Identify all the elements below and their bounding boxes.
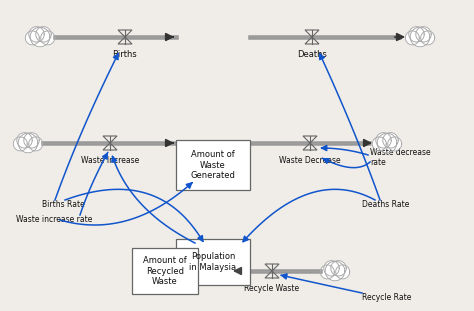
Polygon shape	[377, 133, 397, 153]
Polygon shape	[29, 137, 43, 151]
Polygon shape	[405, 31, 419, 45]
Polygon shape	[41, 31, 55, 45]
Polygon shape	[421, 31, 435, 45]
Text: Recycle Waste: Recycle Waste	[245, 284, 300, 293]
Polygon shape	[17, 132, 32, 148]
Text: Amount of
Waste
Generated: Amount of Waste Generated	[191, 150, 236, 180]
Polygon shape	[388, 137, 401, 151]
Polygon shape	[18, 133, 38, 153]
Polygon shape	[24, 132, 39, 148]
Polygon shape	[376, 132, 391, 148]
Text: Recycle Rate: Recycle Rate	[362, 293, 411, 302]
Polygon shape	[409, 27, 424, 42]
Text: Waste Decrease: Waste Decrease	[279, 156, 341, 165]
Polygon shape	[30, 27, 50, 47]
Polygon shape	[25, 31, 39, 45]
Text: Waste increase rate: Waste increase rate	[16, 215, 92, 224]
Text: Waste Increase: Waste Increase	[81, 156, 139, 165]
Text: Deaths Rate: Deaths Rate	[362, 200, 410, 209]
Text: Population
in Malaysia: Population in Malaysia	[190, 252, 237, 272]
Polygon shape	[324, 261, 339, 276]
Text: Waste decrease
rate: Waste decrease rate	[370, 148, 430, 167]
FancyBboxPatch shape	[176, 239, 250, 285]
Text: Births: Births	[113, 50, 137, 59]
Polygon shape	[320, 265, 334, 279]
Polygon shape	[416, 27, 431, 42]
Polygon shape	[372, 137, 386, 151]
Text: Amount of
Recycled
Waste: Amount of Recycled Waste	[143, 256, 187, 286]
Text: Births Rate: Births Rate	[42, 200, 85, 209]
FancyBboxPatch shape	[176, 140, 250, 190]
FancyBboxPatch shape	[132, 248, 198, 294]
Polygon shape	[410, 27, 430, 47]
Polygon shape	[13, 137, 27, 151]
Polygon shape	[325, 261, 345, 281]
Polygon shape	[29, 27, 44, 42]
Text: Deaths: Deaths	[297, 50, 327, 59]
Polygon shape	[383, 132, 398, 148]
Polygon shape	[331, 261, 346, 276]
Polygon shape	[36, 27, 51, 42]
Polygon shape	[336, 265, 350, 279]
